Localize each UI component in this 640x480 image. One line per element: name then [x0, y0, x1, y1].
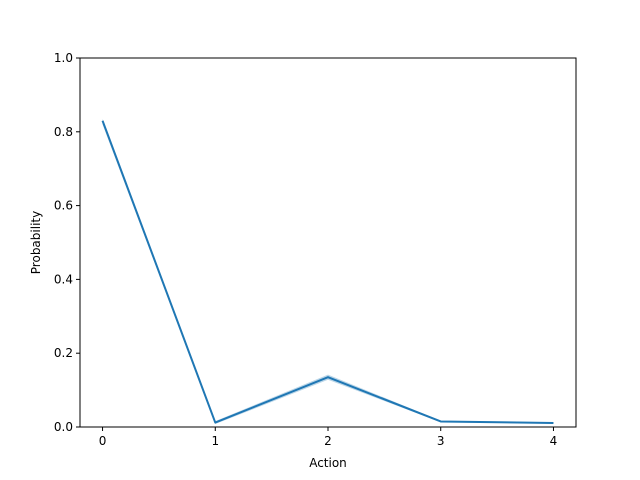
y-tick-label: 0.0 [54, 420, 73, 434]
y-tick-label: 0.8 [54, 125, 73, 139]
y-axis-label: Probability [29, 211, 43, 274]
series-lines [101, 120, 554, 424]
x-axis-label: Action [309, 456, 347, 470]
x-tick-label: 1 [211, 434, 219, 448]
x-tick-label: 3 [437, 434, 445, 448]
series-line-0 [101, 120, 554, 424]
x-axis-ticks: 0 1 2 3 4 [99, 427, 558, 448]
y-tick-label: 0.6 [54, 199, 73, 213]
x-tick-label: 4 [550, 434, 558, 448]
y-tick-label: 1.0 [54, 51, 73, 65]
y-tick-label: 0.2 [54, 346, 73, 360]
x-tick-label: 2 [324, 434, 332, 448]
x-tick-label: 0 [99, 434, 107, 448]
y-axis-ticks: 0.0 0.2 0.4 0.6 0.8 1.0 [54, 51, 80, 434]
y-tick-label: 0.4 [54, 272, 73, 286]
